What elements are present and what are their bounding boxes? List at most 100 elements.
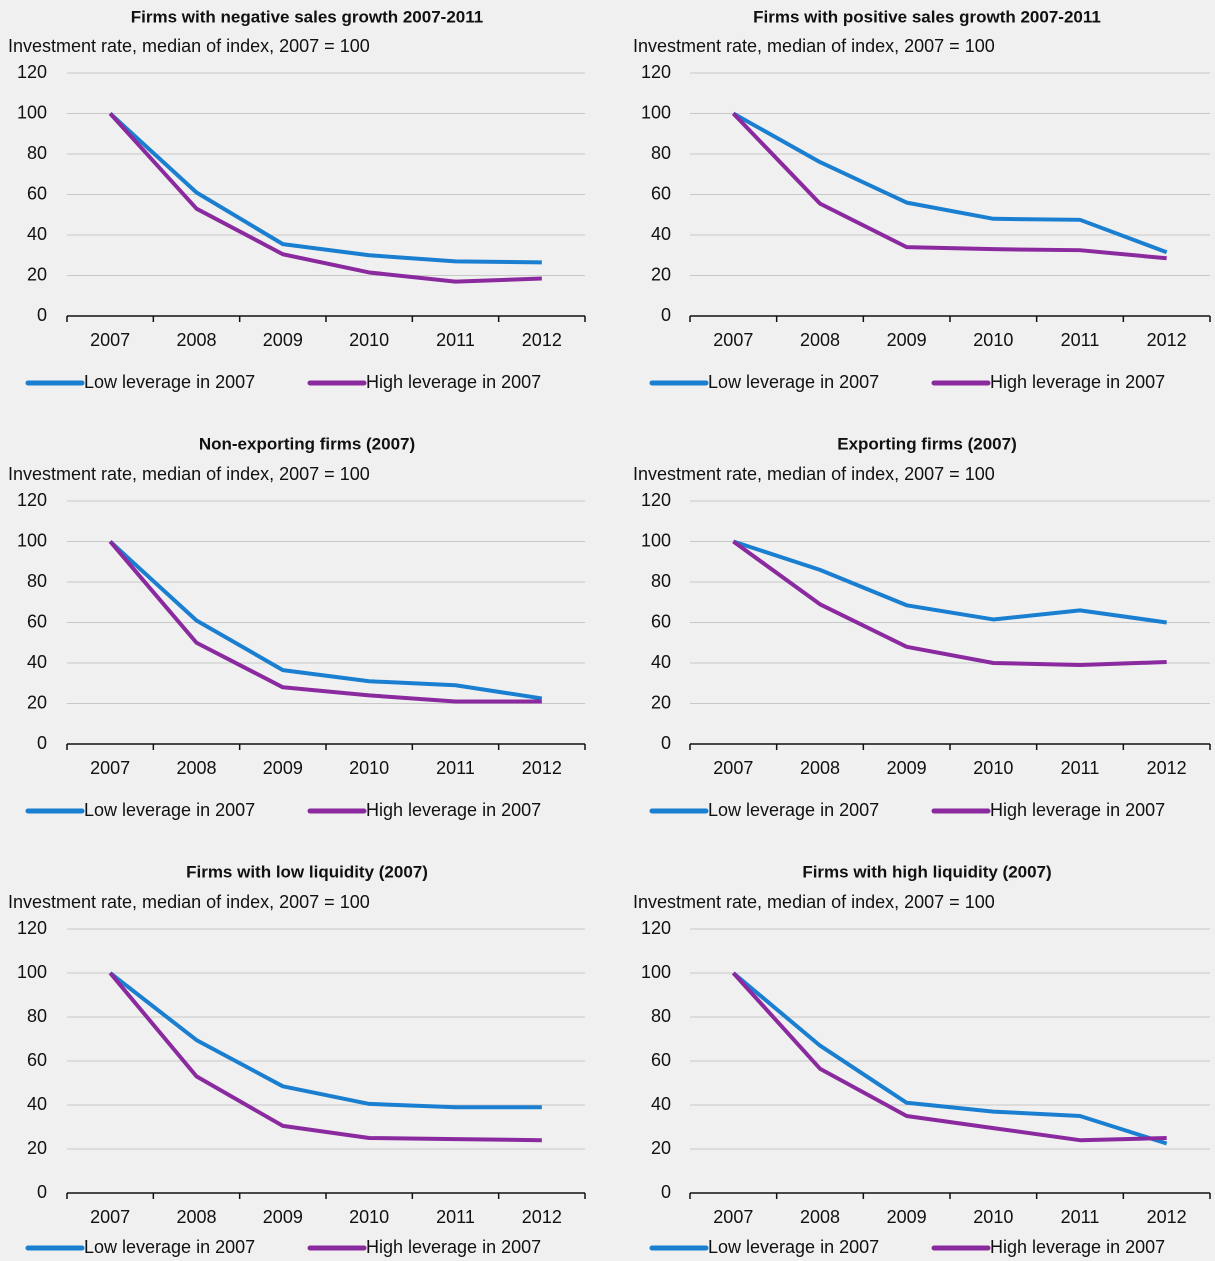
x-tick-label: 2007: [90, 1207, 130, 1227]
x-tick-label: 2012: [522, 758, 562, 778]
x-tick-label: 2008: [800, 1207, 840, 1227]
axis-label: Investment rate, median of index, 2007 =…: [633, 464, 995, 484]
x-tick-label: 2008: [800, 758, 840, 778]
y-tick-label: 20: [651, 264, 671, 284]
y-tick-label: 40: [651, 224, 671, 244]
x-tick-label: 2007: [90, 758, 130, 778]
x-tick-label: 2009: [887, 330, 927, 350]
y-tick-label: 0: [37, 733, 47, 753]
legend-label: Low leverage in 2007: [708, 800, 879, 820]
y-tick-label: 40: [27, 652, 47, 672]
x-tick-label: 2008: [176, 758, 216, 778]
y-tick-label: 40: [27, 1094, 47, 1114]
series-line: [732, 111, 1168, 255]
y-tick-label: 60: [651, 611, 671, 631]
y-tick-label: 100: [17, 962, 47, 982]
y-tick-label: 60: [651, 1050, 671, 1070]
x-tick-label: 2012: [1147, 1207, 1187, 1227]
legend-label: High leverage in 2007: [366, 372, 541, 392]
y-tick-label: 60: [651, 183, 671, 203]
legend-label: High leverage in 2007: [990, 1237, 1165, 1257]
x-tick-label: 2009: [887, 1207, 927, 1227]
x-tick-label: 2010: [349, 758, 389, 778]
y-tick-label: 120: [641, 918, 671, 938]
x-tick-label: 2010: [973, 758, 1013, 778]
axis-label: Investment rate, median of index, 2007 =…: [633, 892, 995, 912]
axis-label: Investment rate, median of index, 2007 =…: [8, 36, 370, 56]
chart-title: Firms with negative sales growth 2007-20…: [131, 7, 483, 26]
y-tick-label: 20: [651, 692, 671, 712]
x-tick-label: 2011: [436, 758, 475, 778]
y-tick-label: 0: [37, 1182, 47, 1202]
series-line: [732, 539, 1167, 625]
x-tick-label: 2009: [263, 1207, 303, 1227]
y-tick-label: 80: [27, 143, 47, 163]
y-tick-label: 120: [17, 62, 47, 82]
y-tick-label: 100: [641, 962, 671, 982]
x-tick-label: 2012: [1147, 758, 1187, 778]
series-line: [732, 539, 1167, 668]
legend-label: High leverage in 2007: [990, 372, 1165, 392]
x-tick-label: 2012: [522, 1207, 562, 1227]
x-tick-label: 2007: [90, 330, 130, 350]
legend-label: Low leverage in 2007: [84, 800, 255, 820]
y-tick-label: 100: [17, 102, 47, 122]
y-tick-label: 80: [27, 1006, 47, 1026]
y-tick-label: 80: [651, 1006, 671, 1026]
y-tick-label: 0: [661, 305, 671, 325]
y-tick-label: 120: [641, 490, 671, 510]
chart-title: Firms with low liquidity (2007): [186, 862, 428, 881]
y-tick-label: 20: [651, 1138, 671, 1158]
y-tick-label: 40: [27, 224, 47, 244]
series-line: [108, 971, 542, 1110]
x-tick-label: 2011: [1061, 1207, 1100, 1227]
series-line: [108, 540, 543, 701]
y-tick-label: 100: [17, 530, 47, 550]
legend-label: High leverage in 2007: [366, 800, 541, 820]
x-tick-label: 2007: [713, 1207, 753, 1227]
x-tick-label: 2007: [713, 758, 753, 778]
x-tick-label: 2012: [522, 330, 562, 350]
chart-title: Firms with positive sales growth 2007-20…: [753, 7, 1101, 26]
x-tick-label: 2011: [1061, 330, 1100, 350]
x-tick-label: 2009: [263, 330, 303, 350]
chart-title: Firms with high liquidity (2007): [802, 862, 1051, 881]
x-tick-label: 2010: [349, 330, 389, 350]
x-tick-label: 2009: [263, 758, 303, 778]
axis-label: Investment rate, median of index, 2007 =…: [8, 892, 370, 912]
legend-label: High leverage in 2007: [990, 800, 1165, 820]
y-tick-label: 80: [651, 143, 671, 163]
y-tick-label: 80: [27, 571, 47, 591]
series-line: [731, 971, 1167, 1143]
y-tick-label: 100: [641, 102, 671, 122]
x-tick-label: 2010: [349, 1207, 389, 1227]
x-tick-label: 2012: [1147, 330, 1187, 350]
axis-label: Investment rate, median of index, 2007 =…: [8, 464, 370, 484]
y-tick-label: 40: [651, 652, 671, 672]
x-tick-label: 2010: [973, 330, 1013, 350]
series-line: [108, 540, 542, 704]
x-tick-label: 2011: [1061, 758, 1100, 778]
y-tick-label: 20: [27, 264, 47, 284]
x-tick-label: 2008: [176, 1207, 216, 1227]
legend-label: Low leverage in 2007: [708, 1237, 879, 1257]
series-line: [108, 971, 542, 1143]
y-tick-label: 0: [37, 305, 47, 325]
y-tick-label: 120: [17, 918, 47, 938]
x-tick-label: 2008: [800, 330, 840, 350]
x-tick-label: 2009: [887, 758, 927, 778]
y-tick-label: 100: [641, 530, 671, 550]
x-tick-label: 2011: [436, 330, 475, 350]
legend-label: High leverage in 2007: [366, 1237, 541, 1257]
legend-label: Low leverage in 2007: [84, 372, 255, 392]
y-tick-label: 120: [641, 62, 671, 82]
y-tick-label: 60: [27, 611, 47, 631]
y-tick-label: 60: [27, 1050, 47, 1070]
x-tick-label: 2010: [973, 1207, 1013, 1227]
y-tick-label: 80: [651, 571, 671, 591]
legend-label: Low leverage in 2007: [708, 372, 879, 392]
y-tick-label: 60: [27, 183, 47, 203]
y-tick-label: 20: [27, 692, 47, 712]
